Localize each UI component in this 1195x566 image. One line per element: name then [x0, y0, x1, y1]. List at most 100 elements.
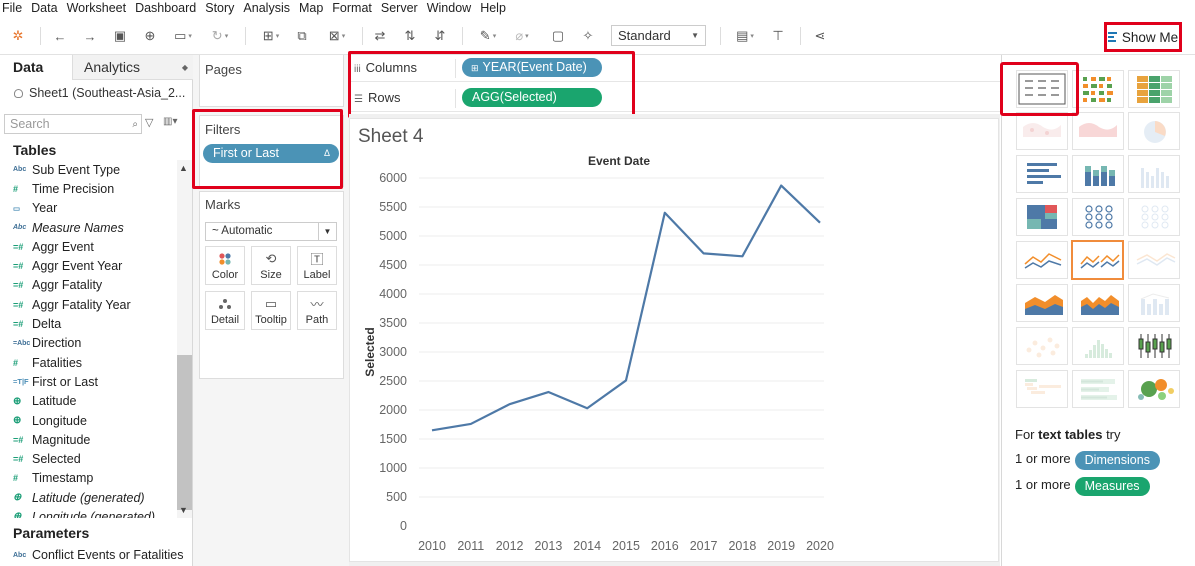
- new-sheet-icon[interactable]: ⊞ ▾: [262, 28, 280, 43]
- mark-type-dropdown[interactable]: ~ Automatic ▼: [205, 222, 337, 241]
- show-mark-labels-icon[interactable]: ▢: [551, 28, 565, 43]
- show-me-gantt-chart-icon[interactable]: [1016, 370, 1068, 408]
- menu-item-dashboard[interactable]: Dashboard: [135, 1, 197, 15]
- field-item[interactable]: =# Selected: [0, 449, 177, 468]
- show-me-filled-map-icon[interactable]: [1072, 112, 1124, 150]
- sort-descending-icon[interactable]: ⇵: [434, 28, 446, 43]
- field-item[interactable]: # Time Precision: [0, 179, 177, 198]
- duplicate-sheet-icon[interactable]: ⧉: [297, 28, 307, 43]
- scroll-down-icon[interactable]: ▼: [179, 505, 188, 515]
- menu-item-analysis[interactable]: Analysis: [243, 1, 290, 15]
- share-icon[interactable]: ⋖: [814, 28, 826, 43]
- tab-analytics[interactable]: Analytics ◆: [72, 55, 193, 80]
- tableau-logo-icon[interactable]: ✲: [12, 28, 24, 43]
- show-me-text-table-icon[interactable]: [1016, 70, 1068, 108]
- add-datasource-icon[interactable]: ⊕: [144, 28, 156, 43]
- parameter-item[interactable]: Abc Conflict Events or Fatalities: [0, 546, 183, 564]
- save-icon[interactable]: ▣: [113, 28, 127, 43]
- show-me-pie-chart-icon[interactable]: [1128, 112, 1180, 150]
- field-item[interactable]: ⊕ Latitude: [0, 392, 177, 411]
- undo-icon[interactable]: ←: [53, 28, 67, 44]
- show-me-dual-lines-icon[interactable]: [1128, 241, 1180, 279]
- pane-menu-icon[interactable]: ◆: [181, 63, 188, 72]
- show-me-button[interactable]: Show Me: [1104, 22, 1182, 52]
- show-cards-icon[interactable]: ▤ ▾: [736, 28, 754, 43]
- show-me-circle-views-icon[interactable]: [1072, 198, 1124, 236]
- rows-pill-agg-selected[interactable]: AGG(Selected): [462, 88, 602, 107]
- menu-item-help[interactable]: Help: [480, 1, 506, 15]
- search-input[interactable]: Search ⌕: [4, 114, 142, 134]
- field-item[interactable]: ⊕ Longitude: [0, 411, 177, 430]
- marks-color-button[interactable]: Color: [205, 246, 245, 285]
- marks-detail-button[interactable]: Detail: [205, 291, 245, 330]
- rows-shelf[interactable]: ☰ Rows: [349, 85, 1000, 112]
- show-me-bullet-graph-icon[interactable]: [1072, 370, 1124, 408]
- show-me-box-and-whisker-icon[interactable]: [1128, 327, 1180, 365]
- menu-item-format[interactable]: Format: [332, 1, 372, 15]
- menu-item-window[interactable]: Window: [426, 1, 472, 15]
- fit-dropdown[interactable]: Standard ▼: [611, 25, 706, 46]
- show-me-histogram-icon[interactable]: [1072, 327, 1124, 365]
- tab-data[interactable]: Data: [0, 55, 72, 80]
- columns-pill-year-event-date[interactable]: ⊞ YEAR(Event Date): [462, 58, 602, 77]
- field-item[interactable]: =Abc Direction: [0, 334, 177, 353]
- menu-item-map[interactable]: Map: [298, 1, 324, 15]
- marks-tooltip-button[interactable]: ▭ Tooltip: [251, 291, 291, 330]
- show-me-discrete-lines-icon[interactable]: [1072, 241, 1124, 279]
- field-item[interactable]: Abc Sub Event Type: [0, 160, 177, 179]
- show-me-area-continuous-icon[interactable]: [1016, 284, 1068, 322]
- show-me-heat-map-icon[interactable]: [1072, 70, 1124, 108]
- field-item[interactable]: # Timestamp: [0, 469, 177, 488]
- scroll-up-icon[interactable]: ▲: [179, 163, 188, 173]
- show-me-continuous-lines-icon[interactable]: [1016, 241, 1068, 279]
- scrollbar-thumb[interactable]: [177, 355, 192, 510]
- presentation-mode-icon[interactable]: ⊤: [772, 28, 784, 43]
- view-options-icon[interactable]: ▥▾: [163, 116, 178, 127]
- show-me-side-by-side-bars-icon[interactable]: [1128, 155, 1180, 193]
- highlight-icon[interactable]: ✎ ▾: [479, 28, 497, 43]
- show-me-scatter-plot-icon[interactable]: [1016, 327, 1068, 365]
- marks-label-button[interactable]: 🅃 Label: [297, 246, 337, 285]
- show-me-packed-bubbles-icon[interactable]: [1128, 370, 1180, 408]
- show-me-dual-combination-icon[interactable]: [1128, 284, 1180, 322]
- menu-item-story[interactable]: Story: [205, 1, 235, 15]
- redo-icon[interactable]: →: [83, 28, 97, 44]
- sort-ascending-icon[interactable]: ⇅: [404, 28, 416, 43]
- field-item[interactable]: =T|F First or Last: [0, 372, 177, 391]
- menu-item-data[interactable]: Data: [31, 1, 58, 15]
- show-me-stacked-bars-icon[interactable]: [1072, 155, 1124, 193]
- field-item[interactable]: =# Aggr Event Year: [0, 256, 177, 275]
- field-item[interactable]: Abc Measure Names: [0, 218, 177, 237]
- field-item[interactable]: ▭ Year: [0, 199, 177, 218]
- show-me-highlight-table-icon[interactable]: [1128, 70, 1180, 108]
- filter-icon[interactable]: ▽: [145, 117, 154, 129]
- line-chart[interactable]: Event Date 0 500 1000 1500 2000 2500 3000 3500 40…: [349, 118, 999, 562]
- datasource-item[interactable]: Sheet1 (Southeast-Asia_2...: [0, 83, 193, 103]
- field-item[interactable]: # Fatalities: [0, 353, 177, 372]
- filter-pill-first-or-last[interactable]: First or Last Δ: [203, 144, 339, 163]
- show-me-area-discrete-icon[interactable]: [1072, 284, 1124, 322]
- marks-path-button[interactable]: 〰 Path: [297, 291, 337, 330]
- refresh-icon[interactable]: ↻ ▾: [211, 28, 229, 43]
- worksheet-view[interactable]: [349, 118, 999, 562]
- menu-item-server[interactable]: Server: [380, 1, 418, 15]
- swap-axes-icon[interactable]: ⇄: [374, 28, 386, 43]
- field-item[interactable]: =# Aggr Fatality Year: [0, 295, 177, 314]
- field-item[interactable]: =# Delta: [0, 314, 177, 333]
- show-me-treemap-icon[interactable]: [1016, 198, 1068, 236]
- show-me-symbol-map-icon[interactable]: [1016, 112, 1068, 150]
- columns-shelf[interactable]: iii Columns: [349, 55, 1000, 82]
- pages-card[interactable]: [199, 55, 344, 107]
- field-item[interactable]: =# Aggr Fatality: [0, 276, 177, 295]
- menu-item-worksheet[interactable]: Worksheet: [66, 1, 127, 15]
- pause-updates-icon[interactable]: ▭ ▾: [174, 28, 192, 43]
- marks-size-button[interactable]: ⟲ Size: [251, 246, 291, 285]
- show-me-side-by-side-circles-icon[interactable]: [1128, 198, 1180, 236]
- field-item[interactable]: ⊕ Longitude (generated): [0, 507, 177, 518]
- menu-item-file[interactable]: File: [2, 1, 23, 15]
- field-item[interactable]: =# Aggr Event: [0, 237, 177, 256]
- fix-axes-icon[interactable]: ✧: [582, 28, 594, 43]
- field-item[interactable]: ⊕ Latitude (generated): [0, 488, 177, 507]
- clear-sheet-icon[interactable]: ⊠ ▾: [328, 28, 346, 43]
- field-item[interactable]: =# Magnitude: [0, 430, 177, 449]
